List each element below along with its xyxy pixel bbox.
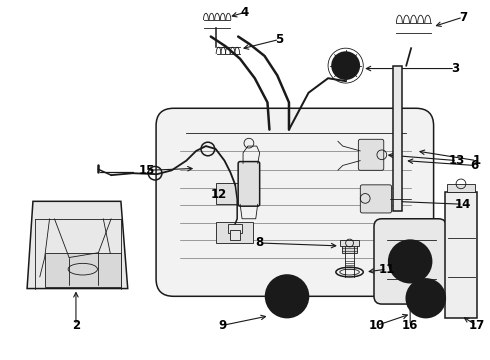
Bar [445,192,477,318]
Bar [216,222,253,243]
Bar [340,240,359,246]
FancyBboxPatch shape [374,219,446,304]
Text: 11: 11 [379,263,395,276]
Text: 6: 6 [470,159,479,172]
FancyBboxPatch shape [156,108,434,296]
Bar [45,253,121,287]
Text: 9: 9 [219,319,227,332]
Text: 5: 5 [275,33,283,46]
Text: 15: 15 [139,164,155,177]
Text: 14: 14 [455,198,471,211]
Text: 16: 16 [402,319,418,332]
Circle shape [406,279,445,318]
Text: 3: 3 [451,62,459,75]
Text: 12: 12 [211,188,227,201]
Bar [228,224,242,233]
Bar [447,184,475,192]
Circle shape [332,52,359,79]
Text: 17: 17 [468,319,485,332]
FancyBboxPatch shape [238,162,260,206]
Bar [342,245,357,253]
Text: 13: 13 [449,154,465,167]
FancyBboxPatch shape [358,139,384,170]
Circle shape [266,275,309,318]
FancyBboxPatch shape [360,185,392,213]
Circle shape [389,240,432,283]
Bar [216,183,253,204]
Text: 2: 2 [72,319,80,332]
Bar [392,66,402,211]
Polygon shape [27,201,128,289]
Text: 1: 1 [472,154,481,167]
Bar [230,230,240,240]
Text: 8: 8 [255,237,264,249]
Text: 10: 10 [369,319,385,332]
Text: 7: 7 [459,11,467,24]
Text: 4: 4 [241,6,249,19]
